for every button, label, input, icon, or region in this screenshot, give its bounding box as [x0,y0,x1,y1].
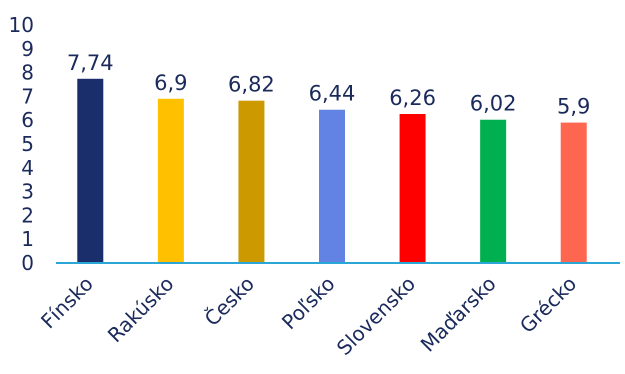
y-tick-label: 7 [21,84,34,108]
y-tick-label: 1 [21,227,34,251]
x-tick-label: Rakúsko [103,272,179,348]
y-tick-label: 2 [21,203,34,227]
x-tick-label: Maďarsko [416,272,501,357]
bar [238,100,265,264]
y-tick-label: 5 [21,132,34,156]
y-tick-label: 8 [21,61,34,85]
bar [560,122,587,263]
x-tick-label: Slovensko [332,272,420,360]
data-labels-group: 7,74 6,9 6,82 6,44 6,26 6,02 5,9 [67,51,591,119]
bar [480,119,507,263]
category-labels-group: Fínsko Rakúsko Česko PoľskoSlovenskoMaďarsk… [36,272,581,360]
data-label: 6,82 [228,73,275,97]
bar [157,98,184,263]
bars-group [77,78,587,264]
y-tick-label: 9 [21,37,34,61]
data-label: 6,02 [470,92,517,116]
bar [399,114,426,264]
bar [77,78,104,264]
y-tick-label: 6 [21,108,34,132]
data-label: 7,74 [67,51,114,75]
x-tick-label: Poľsko [277,272,340,335]
data-label: 6,9 [154,71,187,95]
y-tick-label: 10 [9,13,34,37]
x-tick-label: Fínsko [36,272,98,334]
data-label: 6,26 [389,86,436,110]
data-label: 5,9 [557,95,590,119]
y-tick-label: 3 [21,180,34,204]
y-tick-label: 0 [21,251,34,275]
x-tick-label: Grécko [515,272,581,338]
bar [319,109,345,263]
x-tick-label: Česko [200,272,259,331]
data-label: 6,44 [309,82,356,106]
y-tick-label: 4 [21,156,34,180]
